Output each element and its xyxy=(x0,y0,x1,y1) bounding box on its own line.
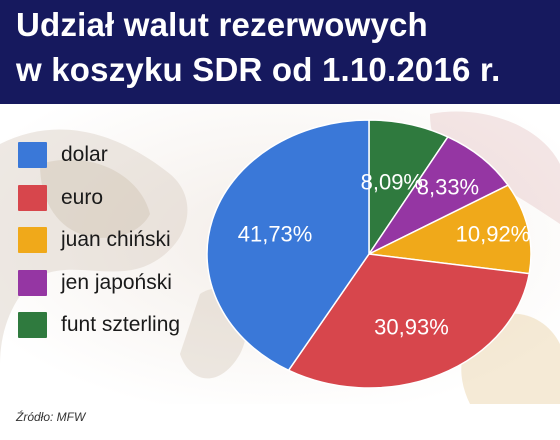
source-note: Źródło: MFW xyxy=(16,410,86,424)
legend-label-funt: funt szterling xyxy=(61,313,181,336)
legend-label-euro: euro xyxy=(61,185,104,209)
slice-label-funt: 8,09% xyxy=(361,169,423,194)
legend-label-dolar: dolar xyxy=(61,143,108,166)
legend-swatch-jen xyxy=(18,269,47,296)
legend-item-funt: funt szterling xyxy=(18,312,180,338)
legend-swatch-dolar xyxy=(18,142,47,168)
chart-title-line-2: w koszyku SDR od 1.10.2016 r. xyxy=(16,51,501,88)
slice-label-euro: 30,93% xyxy=(374,314,449,339)
pie-slice-dolar xyxy=(206,119,370,372)
pie-slice-euro xyxy=(287,253,531,389)
legend-item-euro: euro xyxy=(18,184,180,211)
title-bar: Udział walut rezerwowych w koszyku SDR o… xyxy=(0,0,560,104)
legend-label-jen: jen japoński xyxy=(61,270,172,294)
legend-item-juan: juan chiński xyxy=(18,227,180,253)
legend-swatch-funt xyxy=(18,312,47,338)
slice-label-dolar: 41,73% xyxy=(238,221,313,246)
pie-slice-juan xyxy=(366,184,532,275)
slice-label-juan: 10,92% xyxy=(456,222,531,247)
legend-label-juan: juan chiński xyxy=(61,228,171,251)
legend-item-dolar: dolar xyxy=(18,142,180,168)
legend-item-jen: jen japoński xyxy=(18,269,180,296)
legend: dolar euro juan chiński jen japoński fun… xyxy=(18,142,180,355)
legend-swatch-euro xyxy=(18,184,47,211)
slice-label-jen: 8,33% xyxy=(417,175,479,200)
chart-title-line-1: Udział walut rezerwowych xyxy=(16,6,428,43)
legend-swatch-juan xyxy=(18,227,47,253)
